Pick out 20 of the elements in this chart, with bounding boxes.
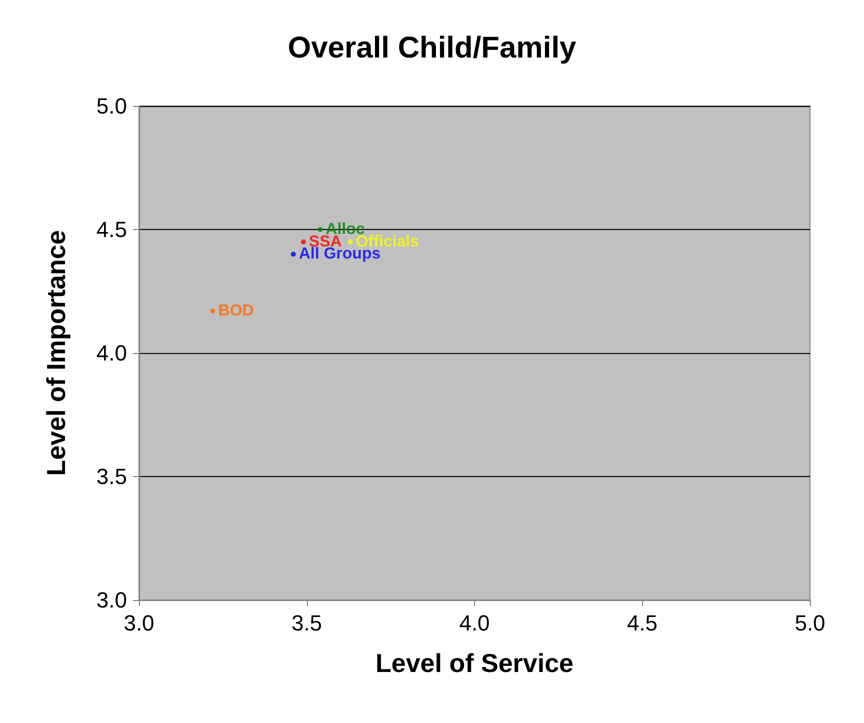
chart-title: Overall Child/Family (288, 32, 577, 64)
y-axis-title: Level of Importance (41, 230, 71, 476)
x-axis-title: Level of Service (376, 648, 574, 678)
point (318, 227, 323, 232)
y-tick-label: 4.5 (96, 217, 127, 242)
y-tick-label: 3.5 (96, 464, 127, 489)
y-tick-label: 3.0 (96, 588, 127, 612)
series-label: Officials (356, 233, 420, 250)
x-tick-label: 4.5 (626, 610, 658, 636)
x-tick-label: 4.0 (459, 610, 490, 636)
y-tick-label: 4.0 (96, 340, 127, 366)
x-tick-label: 3.0 (124, 610, 154, 636)
series-label: BOD (218, 302, 254, 320)
point (300, 239, 306, 244)
point (210, 308, 216, 314)
y-tick-label: 5.0 (96, 94, 127, 118)
x-tick-label: 5.0 (794, 610, 826, 636)
x-tick-label: 3.5 (291, 610, 322, 636)
point (348, 239, 353, 244)
point (290, 252, 296, 257)
